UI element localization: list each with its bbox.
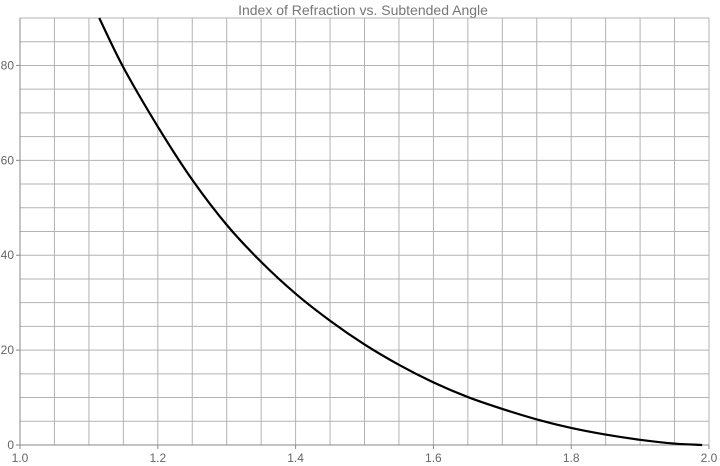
series-line (98, 17, 703, 447)
axes (19, 18, 709, 446)
x-tick-label: 2.0 (701, 451, 718, 465)
x-tick-label: 1.4 (287, 451, 304, 465)
x-tick-label: 1.8 (563, 451, 580, 465)
x-tick-label: 1.0 (12, 451, 29, 465)
chart-title: Index of Refraction vs. Subtended Angle (238, 2, 488, 18)
y-tick-label: 40 (1, 248, 15, 262)
y-tick-label: 0 (7, 438, 14, 452)
y-tick-label: 80 (1, 58, 15, 72)
y-tick-label: 60 (1, 153, 15, 167)
x-tick-label: 1.6 (425, 451, 442, 465)
grid (19, 17, 710, 446)
x-axis-ticks: 1.0 1.2 1.4 1.6 1.8 2.0 (12, 445, 718, 465)
x-tick-label: 1.2 (149, 451, 166, 465)
y-axis-ticks: 0 20 40 60 80 (1, 58, 20, 452)
y-tick-label: 20 (1, 343, 15, 357)
series-layer (98, 17, 703, 447)
